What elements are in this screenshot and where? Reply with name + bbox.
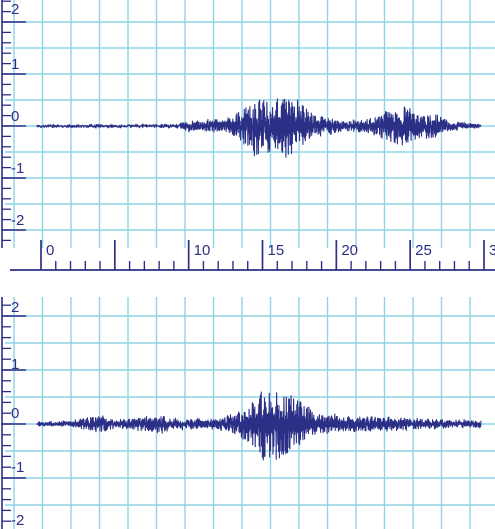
- bottom-y-axis: 2 1 0 -1 -2: [1, 297, 26, 529]
- top-seismogram-panel: 2 1 0 -1 -2: [1, 0, 495, 248]
- seismic-trace-line: [36, 98, 482, 158]
- bottom-seismogram-panel: 2 1 0 -1 -2: [1, 297, 495, 529]
- y-tick-label: 2: [11, 299, 19, 316]
- top-trace: [36, 98, 482, 158]
- seismic-trace-line: [36, 391, 482, 461]
- y-tick-label: -2: [11, 212, 24, 229]
- y-tick-label: 0: [11, 405, 19, 422]
- x-tick-label: 20: [341, 242, 358, 259]
- time-axis: 0 10 15 20 25 30: [10, 240, 495, 271]
- bottom-trace: [36, 391, 482, 461]
- y-tick-label: 1: [11, 356, 19, 373]
- y-tick-label: -2: [11, 512, 24, 529]
- y-tick-label: -1: [11, 459, 24, 476]
- x-tick-label: 30: [489, 242, 495, 259]
- x-tick-label: 10: [194, 242, 211, 259]
- top-y-axis: 2 1 0 -1 -2: [1, 0, 26, 248]
- y-tick-label: -1: [11, 160, 24, 177]
- y-tick-label: 0: [11, 108, 19, 125]
- x-tick-label: 0: [46, 242, 54, 259]
- y-tick-label: 1: [11, 56, 19, 73]
- x-tick-label: 25: [415, 242, 432, 259]
- bottom-grid: [5, 297, 495, 529]
- y-tick-label: 2: [11, 1, 19, 18]
- x-tick-label: 15: [268, 242, 285, 259]
